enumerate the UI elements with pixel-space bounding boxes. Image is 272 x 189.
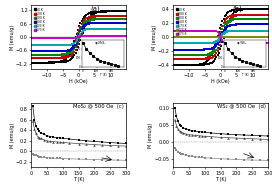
X-axis label: H (kOe): H (kOe) (69, 79, 88, 84)
Y-axis label: M (emu/g): M (emu/g) (10, 24, 14, 50)
Text: (a): (a) (90, 5, 100, 12)
Text: MoS₂ @ 500 Oe  (c): MoS₂ @ 500 Oe (c) (73, 104, 124, 109)
Y-axis label: M (emu/g): M (emu/g) (152, 24, 156, 50)
Legend: 10 K, 100 K, 200 K, 300 K, 423 K, 473 K: 10 K, 100 K, 200 K, 300 K, 423 K, 473 K (34, 7, 45, 33)
X-axis label: H (kOe): H (kOe) (211, 79, 230, 84)
Y-axis label: M (emu/g): M (emu/g) (10, 122, 14, 148)
Y-axis label: M (emu/g): M (emu/g) (149, 122, 153, 148)
X-axis label: T (K): T (K) (215, 177, 226, 182)
Text: WS₂ @ 500 Oe  (d): WS₂ @ 500 Oe (d) (217, 104, 266, 109)
X-axis label: T (K): T (K) (73, 177, 84, 182)
Legend: 10 K, 200 K, 300 K, 500 K, 573 K, 773 K, 873 K: 10 K, 200 K, 300 K, 500 K, 573 K, 773 K,… (176, 7, 188, 37)
Text: (b): (b) (232, 5, 242, 12)
